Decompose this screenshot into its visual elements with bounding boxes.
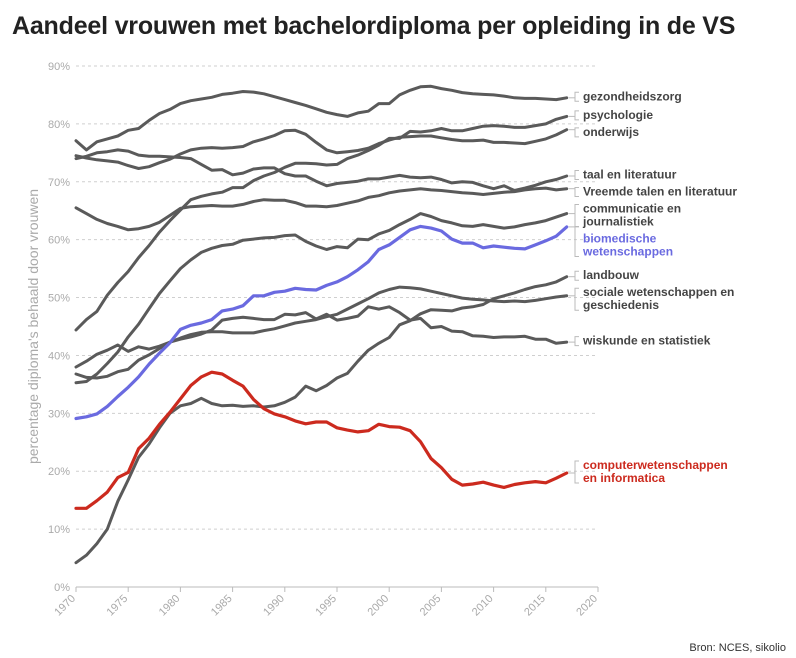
x-tick-label: 2015	[522, 593, 548, 619]
series-line-wiskunde-en-statistiek	[74, 305, 569, 369]
label-bracket	[574, 187, 579, 197]
source-note: Bron: NCES, sikolio	[689, 642, 786, 654]
series-line-vreemde-talen-en-literatuur	[74, 186, 569, 232]
x-tick-label: 1970	[52, 593, 78, 619]
y-tick-label: 20%	[48, 466, 70, 478]
series-label-sociale-wetenschappen-en-geschiedenis: geschiedenis	[583, 298, 659, 312]
label-bracket	[574, 170, 579, 180]
series-label-communicatie-en-journalistiek: journalistiek	[582, 215, 654, 229]
label-bracket	[574, 91, 579, 102]
label-bracket	[574, 204, 579, 227]
series-label-onderwijs: onderwijs	[583, 125, 639, 139]
series-label-communicatie-en-journalistiek: communicatie en	[583, 202, 681, 216]
label-bracket	[574, 270, 579, 281]
y-axis-label: percentage diploma's behaald door vrouwe…	[25, 189, 41, 464]
y-tick-label: 0%	[54, 582, 70, 594]
y-tick-label: 70%	[48, 177, 70, 189]
series-label-psychologie: psychologie	[583, 108, 653, 122]
series-label-biomedische-wetenschappen: biomedische	[583, 232, 657, 246]
x-tick-label: 1995	[313, 593, 339, 619]
label-bracket	[574, 226, 579, 257]
y-tick-label: 80%	[48, 119, 70, 131]
series-label-computerwetenschappen-en-informatica: en informatica	[583, 471, 665, 485]
x-tick-label: 2010	[470, 593, 496, 619]
series-line-computerwetenschappen-en-informatica	[74, 370, 569, 510]
series-label-gezondheidszorg: gezondheidszorg	[583, 89, 682, 103]
series-line-gezondheidszorg	[74, 84, 569, 152]
series-label-vreemde-talen-en-literatuur: Vreemde talen en literatuur	[583, 185, 737, 199]
series-line-communicatie-en-journalistiek	[74, 212, 569, 385]
series-label-wiskunde-en-statistiek: wiskunde en statistiek	[582, 334, 711, 348]
x-tick-label: 1975	[105, 593, 131, 619]
series-label-sociale-wetenschappen-en-geschiedenis: sociale wetenschappen en	[583, 285, 734, 299]
series-label-landbouw: landbouw	[583, 268, 640, 282]
series-line-taal-en-literatuur	[74, 148, 569, 192]
series-label-computerwetenschappen-en-informatica: computerwetenschappen	[583, 458, 728, 472]
x-tick-label: 2000	[366, 593, 392, 619]
x-tick-label: 1990	[261, 593, 287, 619]
series-line-biomedische-wetenschappen	[74, 224, 569, 421]
series-line-psychologie	[74, 114, 569, 332]
x-axis-ticks: 1970 1975 1980 1985 1990 1995 2000 2005 2010 2015…	[52, 587, 600, 618]
x-tick-label: 1985	[209, 593, 235, 619]
grid-lines	[76, 65, 598, 530]
y-tick-label: 50%	[48, 293, 70, 305]
x-tick-label: 2020	[574, 593, 600, 619]
y-tick-label: 40%	[48, 350, 70, 362]
y-tick-label: 30%	[48, 408, 70, 420]
y-tick-label: 90%	[48, 61, 70, 73]
label-bracket	[574, 110, 579, 121]
series-labels: gezondheidszorg psychologie onderwijs taal …	[568, 89, 737, 485]
series-label-taal-en-literatuur: taal en literatuur	[583, 168, 677, 182]
y-tick-label: 60%	[48, 235, 70, 247]
chart-title: Aandeel vrouwen met bachelordiploma per …	[12, 12, 736, 40]
label-bracket	[574, 287, 579, 311]
y-tick-label: 10%	[48, 524, 70, 536]
label-bracket	[574, 336, 579, 347]
series-line-onderwijs	[74, 128, 569, 170]
x-tick-label: 1980	[157, 593, 183, 619]
series-line-landbouw	[74, 275, 569, 565]
label-bracket	[574, 460, 579, 484]
label-bracket	[574, 127, 579, 138]
x-tick-label: 2005	[418, 593, 444, 619]
series-label-biomedische-wetenschappen: wetenschappen	[582, 245, 673, 259]
series-lines	[74, 84, 569, 565]
y-axis-ticks: 0% 10% 20% 30% 40% 50% 60% 70% 80% 90%	[48, 61, 70, 594]
